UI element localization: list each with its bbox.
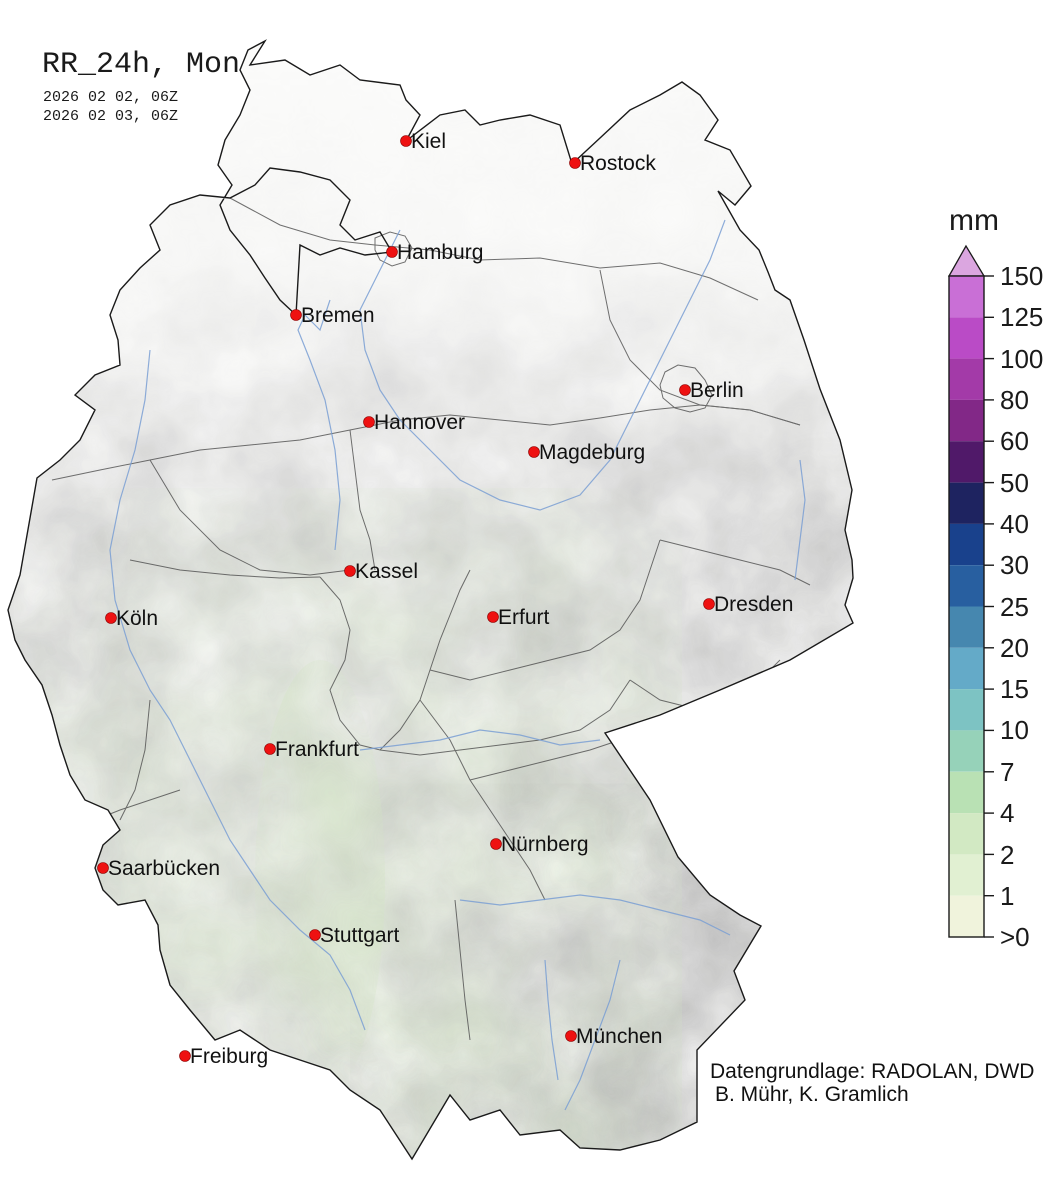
svg-text:100: 100 xyxy=(1000,344,1043,374)
svg-text:Saarbücken: Saarbücken xyxy=(108,857,220,880)
svg-text:Magdeburg: Magdeburg xyxy=(539,441,645,464)
svg-text:Kassel: Kassel xyxy=(355,560,418,583)
svg-text:2: 2 xyxy=(1000,840,1014,870)
svg-text:München: München xyxy=(576,1025,662,1048)
svg-text:80: 80 xyxy=(1000,385,1029,415)
svg-text:60: 60 xyxy=(1000,426,1029,456)
svg-text:Rostock: Rostock xyxy=(580,152,656,175)
svg-text:Bremen: Bremen xyxy=(301,304,375,327)
svg-text:Berlin: Berlin xyxy=(690,379,744,402)
svg-text:Kiel: Kiel xyxy=(411,130,446,153)
svg-text:20: 20 xyxy=(1000,633,1029,663)
svg-text:Köln: Köln xyxy=(116,607,158,630)
svg-text:Erfurt: Erfurt xyxy=(498,606,550,629)
svg-text:7: 7 xyxy=(1000,757,1014,787)
svg-text:Hamburg: Hamburg xyxy=(397,241,483,264)
svg-text:Frankfurt: Frankfurt xyxy=(275,738,359,761)
svg-text:25: 25 xyxy=(1000,592,1029,622)
svg-text:125: 125 xyxy=(1000,302,1043,332)
svg-text:B. Mühr, K. Gramlich: B. Mühr, K. Gramlich xyxy=(715,1083,909,1106)
svg-text:>0: >0 xyxy=(1000,922,1030,952)
svg-text:Nürnberg: Nürnberg xyxy=(501,833,589,856)
svg-text:Dresden: Dresden xyxy=(714,593,793,616)
svg-text:150: 150 xyxy=(1000,261,1043,291)
svg-text:30: 30 xyxy=(1000,550,1029,580)
svg-text:Datengrundlage: RADOLAN, DWD: Datengrundlage: RADOLAN, DWD xyxy=(710,1060,1034,1083)
svg-text:50: 50 xyxy=(1000,468,1029,498)
svg-text:Hannover: Hannover xyxy=(374,411,465,434)
svg-text:Freiburg: Freiburg xyxy=(190,1045,268,1068)
svg-text:Stuttgart: Stuttgart xyxy=(320,924,400,947)
svg-text:4: 4 xyxy=(1000,798,1014,828)
svg-text:mm: mm xyxy=(949,204,999,237)
svg-text:1: 1 xyxy=(1000,881,1014,911)
svg-text:10: 10 xyxy=(1000,715,1029,745)
svg-text:15: 15 xyxy=(1000,674,1029,704)
svg-text:40: 40 xyxy=(1000,509,1029,539)
